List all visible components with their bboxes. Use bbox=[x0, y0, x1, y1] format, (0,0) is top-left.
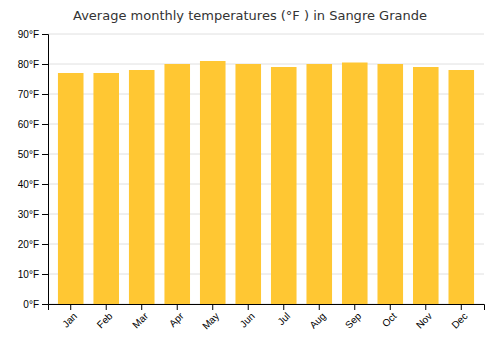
y-tick-mark bbox=[42, 244, 48, 245]
x-tick-mark bbox=[319, 304, 320, 310]
x-tick: Mar bbox=[130, 304, 150, 330]
y-tick: 40°F bbox=[18, 179, 48, 190]
x-tick-label: Apr bbox=[167, 310, 186, 329]
x-tick: Apr bbox=[167, 304, 186, 329]
y-tick-label: 10°F bbox=[18, 269, 39, 280]
x-axis: Jan Feb Mar Apr May Jun Jul Aug Sep Oct Nov Dec bbox=[49, 304, 485, 332]
y-tick: 70°F bbox=[18, 89, 48, 100]
x-axis-line bbox=[49, 305, 485, 311]
x-tick-label: Aug bbox=[307, 310, 327, 330]
bar bbox=[342, 63, 368, 305]
bar bbox=[271, 67, 297, 304]
y-tick-mark bbox=[42, 274, 48, 275]
bar bbox=[129, 70, 155, 304]
x-tick-mark bbox=[390, 304, 391, 310]
bar bbox=[413, 67, 439, 304]
x-tick: Jan bbox=[60, 304, 79, 330]
x-tick: Aug bbox=[307, 304, 327, 331]
y-tick: 10°F bbox=[18, 269, 48, 280]
y-tick-label: 40°F bbox=[18, 179, 39, 190]
x-tick: Sep bbox=[343, 304, 364, 331]
x-tick-mark bbox=[70, 304, 71, 310]
x-tick-mark bbox=[248, 304, 249, 310]
grid-line bbox=[48, 34, 484, 35]
y-tick-label: 80°F bbox=[18, 59, 39, 70]
bar bbox=[164, 64, 190, 304]
y-tick-mark bbox=[42, 304, 48, 305]
y-tick-mark bbox=[42, 94, 48, 95]
y-tick: 50°F bbox=[18, 149, 48, 160]
title: Average monthly temperatures (°F ) in Sa… bbox=[73, 8, 427, 23]
x-tick: Jun bbox=[238, 304, 257, 330]
y-tick-mark bbox=[42, 184, 48, 185]
y-tick-label: 30°F bbox=[18, 209, 39, 220]
x-tick-mark bbox=[425, 304, 426, 310]
y-tick: 20°F bbox=[18, 239, 48, 250]
y-tick-label: 90°F bbox=[18, 29, 39, 40]
bar bbox=[93, 73, 119, 304]
x-tick-label: Jun bbox=[238, 310, 257, 329]
y-tick-label: 60°F bbox=[18, 119, 39, 130]
bar bbox=[377, 64, 403, 304]
y-tick: 60°F bbox=[18, 119, 48, 130]
x-tick-label: Sep bbox=[343, 310, 364, 331]
x-tick-label: Feb bbox=[95, 310, 115, 330]
x-tick-mark bbox=[177, 304, 178, 310]
y-tick-mark bbox=[42, 124, 48, 125]
x-tick-mark bbox=[141, 304, 142, 310]
y-tick: 0°F bbox=[23, 299, 48, 310]
y-axis-line bbox=[42, 35, 49, 305]
plot: 0°F 10°F 20°F 30°F 40°F 50°F 60°F 70°F 80°F 90°F J… bbox=[18, 29, 485, 332]
x-tick-mark bbox=[212, 304, 213, 310]
y-tick: 30°F bbox=[18, 209, 48, 220]
x-tick-label: Jan bbox=[60, 310, 79, 329]
x-tick-label: Oct bbox=[380, 310, 399, 329]
x-tick-mark bbox=[106, 304, 107, 310]
x-tick: Jul bbox=[275, 304, 292, 327]
x-tick-mark bbox=[354, 304, 355, 310]
x-tick: Oct bbox=[380, 304, 399, 329]
x-tick-label: May bbox=[200, 310, 221, 331]
bar bbox=[200, 61, 226, 304]
bars bbox=[58, 61, 474, 304]
bar bbox=[448, 70, 474, 304]
x-tick: Nov bbox=[414, 304, 434, 331]
x-tick-mark bbox=[461, 304, 462, 310]
x-tick-label: Dec bbox=[449, 310, 469, 330]
y-tick-label: 50°F bbox=[18, 149, 39, 160]
x-tick-mark bbox=[283, 304, 284, 310]
y-tick-label: 0°F bbox=[23, 299, 39, 310]
y-tick-mark bbox=[42, 214, 48, 215]
x-tick: Dec bbox=[449, 304, 469, 331]
x-tick-label: Jul bbox=[275, 310, 292, 327]
x-tick: May bbox=[200, 304, 221, 332]
y-tick: 90°F bbox=[18, 29, 48, 40]
y-tick-label: 20°F bbox=[18, 239, 39, 250]
x-tick-label: Mar bbox=[130, 310, 150, 330]
bar bbox=[306, 64, 332, 304]
grid-line bbox=[48, 64, 484, 65]
y-tick-label: 70°F bbox=[18, 89, 39, 100]
chart: 0°F 10°F 20°F 30°F 40°F 50°F 60°F 70°F 80°F 90°F J… bbox=[0, 0, 500, 350]
bar bbox=[235, 64, 261, 304]
y-tick: 80°F bbox=[18, 59, 48, 70]
bar bbox=[58, 73, 84, 304]
x-tick: Feb bbox=[95, 304, 115, 330]
x-tick-label: Nov bbox=[414, 310, 434, 330]
y-axis: 0°F 10°F 20°F 30°F 40°F 50°F 60°F 70°F 80°F 90°F bbox=[18, 29, 49, 310]
y-tick-mark bbox=[42, 64, 48, 65]
y-tick-mark bbox=[42, 154, 48, 155]
grid bbox=[48, 34, 484, 304]
y-tick-mark bbox=[42, 34, 48, 35]
